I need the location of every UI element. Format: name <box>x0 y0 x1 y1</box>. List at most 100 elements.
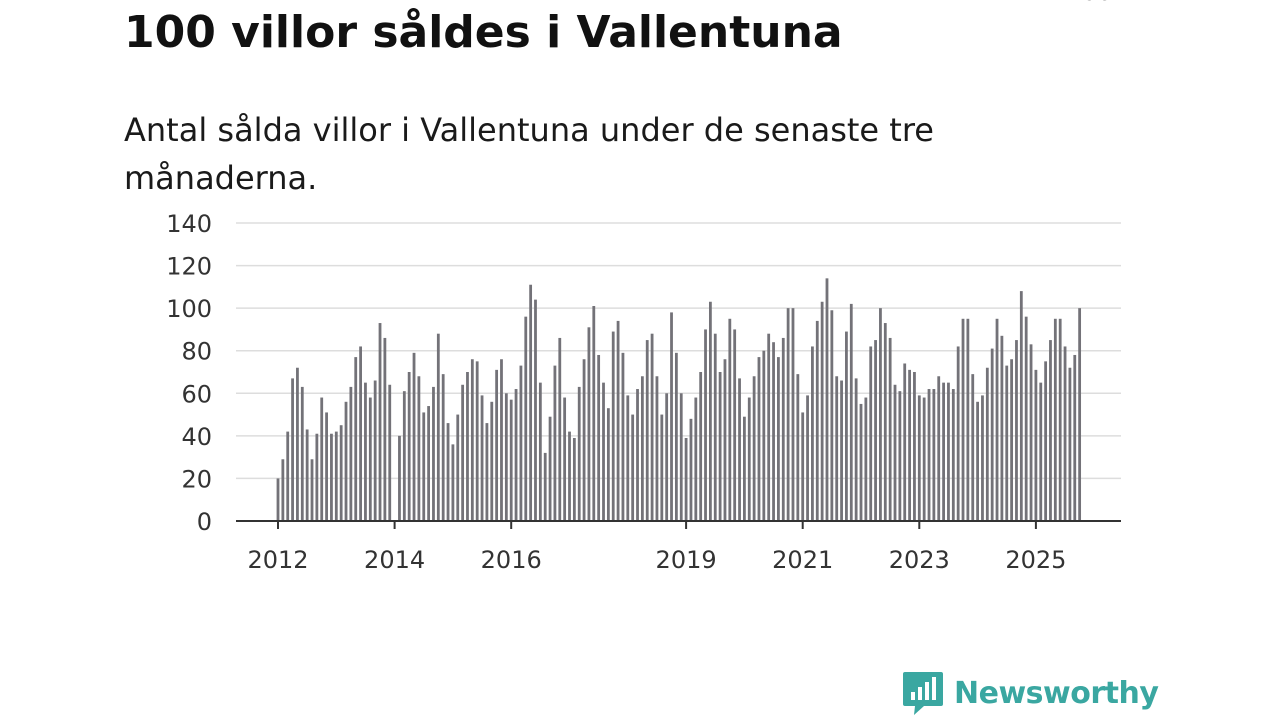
bar-81 <box>670 312 673 521</box>
bar-147 <box>990 348 994 521</box>
bar-31 <box>427 406 431 521</box>
bar-106 <box>791 308 795 521</box>
bar-161 <box>1058 318 1062 521</box>
bar-99 <box>757 357 761 521</box>
bar-114 <box>830 310 834 521</box>
x-tick-label-2016: 2016 <box>481 546 542 574</box>
bar-77 <box>650 333 654 521</box>
bar-51 <box>524 316 528 521</box>
bar-71 <box>621 352 625 521</box>
bar-156 <box>1034 369 1038 521</box>
x-tick-label-2019: 2019 <box>656 546 717 574</box>
bar-12 <box>334 431 338 521</box>
bar-17 <box>359 346 362 521</box>
bar-136 <box>937 376 941 521</box>
bar-90 <box>713 333 717 521</box>
bar-30 <box>422 412 426 521</box>
bar-80 <box>665 393 669 521</box>
bar-104 <box>781 337 785 521</box>
bar-13 <box>339 425 343 521</box>
bar-165 <box>1078 308 1082 521</box>
bar-73 <box>631 414 635 521</box>
bar-127 <box>893 384 897 521</box>
bar-8 <box>315 433 319 521</box>
bar-164 <box>1073 354 1077 521</box>
bar-158 <box>1044 361 1048 521</box>
bar-130 <box>908 369 911 521</box>
bar-21 <box>378 323 382 521</box>
bar-98 <box>752 376 756 521</box>
bar-56 <box>548 416 552 521</box>
bar-25 <box>398 435 401 521</box>
bar-46 <box>500 359 503 521</box>
bar-74 <box>636 389 639 521</box>
x-tick-label-2021: 2021 <box>772 546 833 574</box>
bar-163 <box>1068 367 1072 521</box>
bar-155 <box>1029 344 1033 521</box>
chart-title: 100 villor såldes i Vallentuna <box>124 7 843 58</box>
bar-3 <box>291 378 294 521</box>
bar-61 <box>572 437 576 521</box>
bar-111 <box>815 320 819 521</box>
bar-109 <box>806 395 809 521</box>
bar-122 <box>869 346 873 521</box>
bar-23 <box>388 384 392 521</box>
bar-83 <box>679 393 683 521</box>
bar-11 <box>330 433 333 521</box>
bar-141 <box>961 318 965 521</box>
bar-62 <box>577 386 581 521</box>
y-tick-label-100: 100 <box>166 295 212 323</box>
highlight-value-label: 100 <box>1066 0 1112 6</box>
bar-49 <box>514 389 518 521</box>
bar-151 <box>1010 359 1014 521</box>
bar-121 <box>864 397 868 521</box>
bar-113 <box>825 278 829 521</box>
bar-110 <box>811 346 814 521</box>
bar-139 <box>951 389 955 521</box>
bar-112 <box>820 301 824 521</box>
bar-19 <box>368 397 372 521</box>
bar-129 <box>903 363 907 521</box>
y-tick-label-40: 40 <box>181 423 212 451</box>
bar-18 <box>364 382 367 521</box>
bar-120 <box>859 403 863 521</box>
y-tick-label-140: 140 <box>166 210 212 238</box>
bar-6 <box>305 429 309 521</box>
bar-22 <box>383 337 387 521</box>
bar-84 <box>684 437 688 521</box>
bar-41 <box>475 361 479 521</box>
bar-101 <box>767 333 771 521</box>
bar-78 <box>655 376 659 521</box>
bar-27 <box>407 372 411 521</box>
bar-37 <box>456 414 460 521</box>
bar-157 <box>1039 382 1043 521</box>
chart-subtitle: Antal sålda villor i Vallentuna under de… <box>124 111 934 197</box>
bar-9 <box>320 397 324 521</box>
bar-140 <box>956 346 960 521</box>
bar-135 <box>932 389 936 521</box>
bar-34 <box>441 374 445 521</box>
bar-68 <box>606 408 610 521</box>
bar-2 <box>286 431 290 521</box>
bar-88 <box>704 329 707 521</box>
y-tick-label-20: 20 <box>181 465 212 493</box>
bar-145 <box>981 395 984 521</box>
bar-48 <box>509 399 513 521</box>
x-tick-label-2025: 2025 <box>1005 546 1066 574</box>
bar-115 <box>835 376 839 521</box>
bar-123 <box>874 340 877 521</box>
bar-44 <box>490 401 494 521</box>
bar-52 <box>529 284 533 521</box>
bar-159 <box>1049 340 1052 521</box>
bar-16 <box>354 357 358 521</box>
bar-162 <box>1063 346 1067 521</box>
bar-117 <box>845 331 848 521</box>
bar-14 <box>344 401 348 521</box>
bar-60 <box>568 431 571 521</box>
bar-105 <box>786 308 790 521</box>
bar-67 <box>602 382 605 521</box>
bar-33 <box>436 333 440 521</box>
bar-54 <box>538 382 542 521</box>
bar-82 <box>674 352 678 521</box>
bar-146 <box>985 367 989 521</box>
